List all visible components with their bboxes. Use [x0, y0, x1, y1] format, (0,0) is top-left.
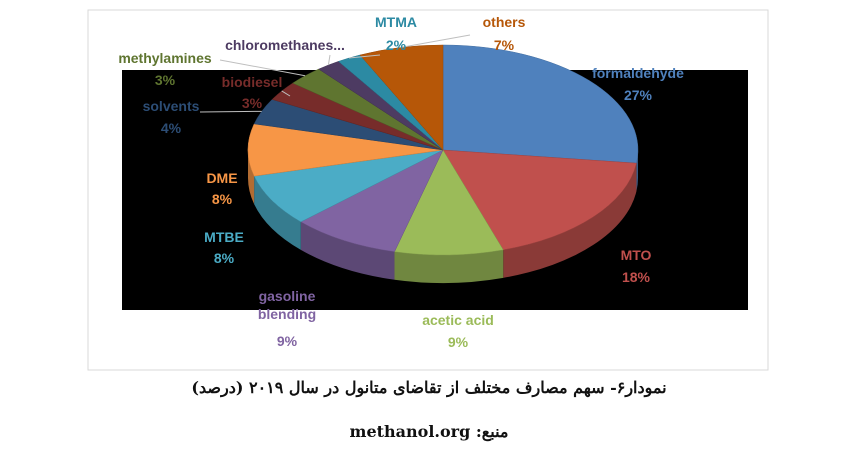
value-label: 8%	[213, 250, 235, 266]
value-label: 4%	[160, 120, 182, 136]
slice-side	[394, 249, 504, 283]
pie-slice	[394, 149, 504, 256]
pie-slice	[253, 149, 444, 223]
category-label: acetic acid	[422, 312, 494, 328]
value-label: 9%	[276, 333, 298, 349]
pie-slice	[300, 149, 444, 252]
category-label: solvents	[142, 98, 200, 114]
category-label: gasoline blending	[257, 288, 317, 322]
leader-line	[349, 54, 381, 59]
value-label: 3%	[241, 95, 263, 111]
value-label: 9%	[447, 334, 469, 350]
pie-slice	[442, 149, 637, 251]
category-label: chloromethanes...	[225, 37, 345, 53]
category-label: DME	[206, 170, 238, 186]
value-label: 8%	[211, 191, 233, 207]
value-label: 18%	[621, 269, 651, 285]
leader-line	[281, 90, 291, 97]
value-label: 3%	[154, 72, 176, 88]
category-label: MTO	[620, 247, 652, 263]
pie-slice	[359, 44, 444, 151]
leader-line	[219, 59, 306, 77]
value-label: 27%	[623, 87, 653, 103]
category-label: methylamines	[118, 50, 212, 66]
value-label: 2%	[385, 37, 407, 53]
pie-slice	[247, 123, 444, 177]
category-label: MTBE	[204, 229, 244, 245]
slice-side	[254, 176, 301, 250]
slice-side	[636, 150, 638, 192]
category-label: formaldehyde	[592, 65, 684, 81]
caption-title: نمودار۶- سهم مصارف مختلف از تقاضای متانو…	[191, 378, 667, 397]
value-label: 7%	[493, 37, 515, 53]
slice-side	[300, 221, 395, 280]
category-label: MTMA	[375, 14, 417, 30]
slice-side	[503, 163, 637, 278]
leader-line	[400, 34, 471, 49]
category-label: biodiesel	[221, 74, 283, 90]
pie-slice	[442, 44, 639, 164]
leader-line	[327, 54, 331, 66]
category-label: others	[482, 14, 526, 30]
caption-source: منبع: methanol.org	[349, 422, 509, 441]
leader-line	[199, 110, 262, 113]
